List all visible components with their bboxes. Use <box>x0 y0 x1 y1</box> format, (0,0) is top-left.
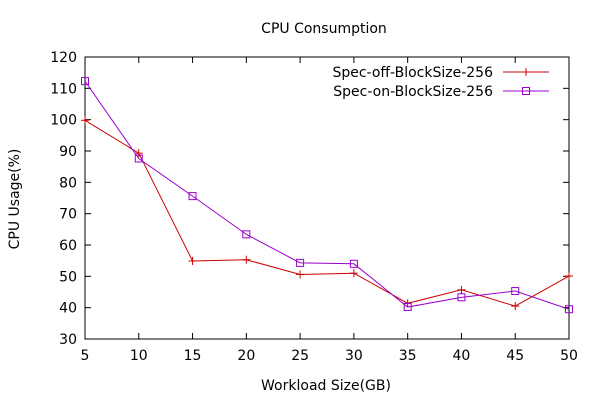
y-tick-label: 90 <box>59 144 77 160</box>
chart-title: CPU Consumption <box>261 21 387 37</box>
x-tick-label: 30 <box>345 348 363 364</box>
y-tick-label: 110 <box>50 81 77 97</box>
data-point-plus <box>242 255 251 264</box>
series-layer <box>81 77 573 314</box>
y-tick-label: 40 <box>59 301 77 317</box>
x-tick-label: 25 <box>291 348 309 364</box>
x-tick-label: 50 <box>560 348 578 364</box>
data-point-plus <box>134 149 143 158</box>
x-tick-label: 15 <box>184 348 202 364</box>
y-axis-label: CPU Usage(%) <box>7 149 23 250</box>
y-tick-label: 30 <box>59 332 77 348</box>
data-point-plus <box>457 285 466 294</box>
data-point-square <box>134 154 143 163</box>
data-point-square <box>511 287 520 296</box>
plot-frame <box>84 56 570 340</box>
y-tick-label: 120 <box>50 50 77 66</box>
x-axis-label: Workload Size(GB) <box>261 378 391 394</box>
x-tick-label: 35 <box>399 348 417 364</box>
x-tick-label: 20 <box>237 348 255 364</box>
data-point-square <box>242 230 251 239</box>
data-point-plus <box>522 68 530 76</box>
data-point-square <box>349 259 358 268</box>
legend: Spec-off-BlockSize-256 Spec-on-BlockSize-… <box>332 65 549 100</box>
data-point-plus <box>188 256 197 265</box>
data-point-square <box>565 305 573 314</box>
data-point-square <box>296 258 305 267</box>
x-tick-label: 40 <box>453 348 471 364</box>
y-tick-label: 100 <box>50 113 77 129</box>
legend-label: Spec-on-BlockSize-256 <box>333 84 493 100</box>
axis-ticks: 30 40 50 60 70 80 90 100 110 120 5 10 15 20 25 30 35 40 45… <box>50 50 578 364</box>
data-point-plus <box>511 302 520 311</box>
data-point-plus <box>296 270 305 279</box>
data-point-plus <box>81 116 89 125</box>
x-tick-label: 10 <box>130 348 148 364</box>
data-point-plus <box>565 272 573 281</box>
data-point-square <box>403 303 412 312</box>
data-point-square <box>522 87 530 95</box>
y-tick-label: 80 <box>59 175 77 191</box>
y-tick-label: 50 <box>59 269 77 285</box>
series-spec-off-blocksize-256 <box>81 116 573 311</box>
data-point-square <box>188 192 197 201</box>
y-tick-label: 70 <box>59 207 77 223</box>
data-point-square <box>81 77 89 86</box>
x-tick-label: 5 <box>81 348 90 364</box>
data-point-plus <box>349 269 358 278</box>
y-tick-label: 60 <box>59 238 77 254</box>
legend-label: Spec-off-BlockSize-256 <box>332 65 493 81</box>
series-line <box>84 80 570 310</box>
data-point-square <box>457 293 466 302</box>
x-tick-label: 45 <box>506 348 524 364</box>
series-line <box>84 119 570 307</box>
series-spec-on-blocksize-256 <box>81 77 573 314</box>
